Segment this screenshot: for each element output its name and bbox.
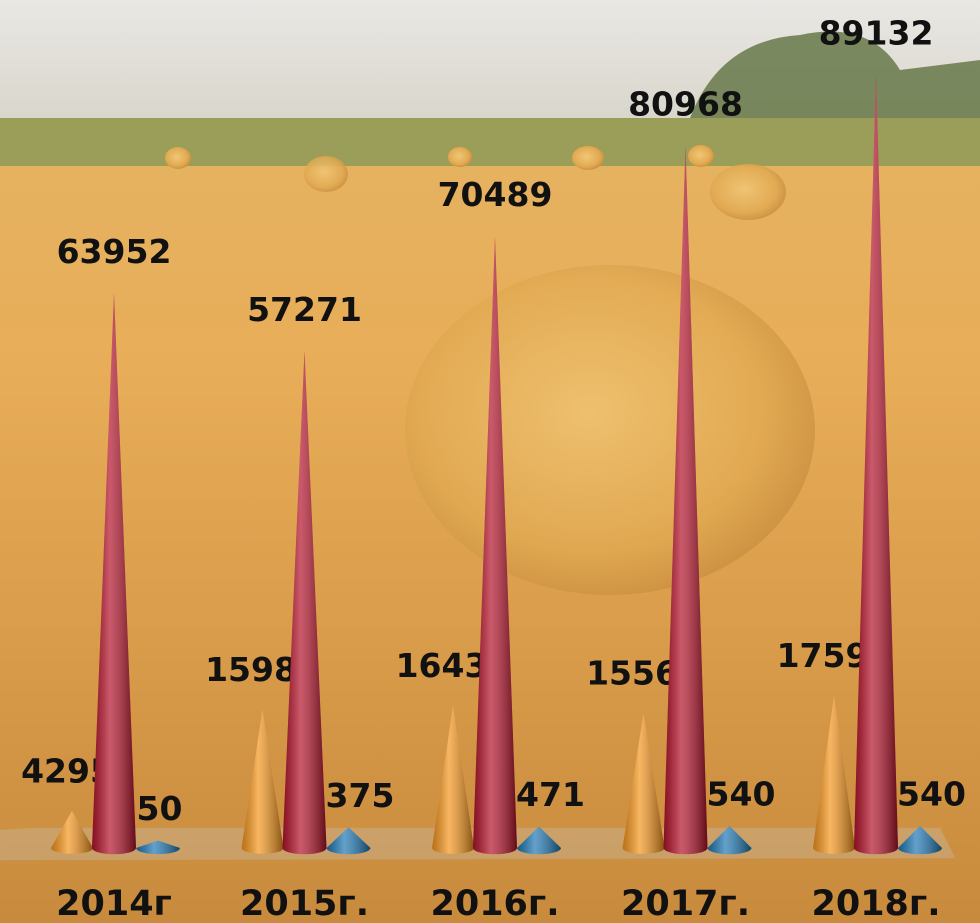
x-tick-label: 2015г. xyxy=(240,884,369,923)
page: {"chart_data": {"type": "cone", "categor… xyxy=(0,0,980,923)
x-tick-label: 2016г. xyxy=(431,884,560,923)
data-label: 89132 xyxy=(819,14,934,53)
x-tick-label: 2018г. xyxy=(812,884,941,923)
chart: 2014г4295850639522015г.15984237557271201… xyxy=(0,0,980,923)
x-tick-label: 2017г. xyxy=(621,884,750,923)
data-label: 80968 xyxy=(628,84,743,123)
data-label: 57271 xyxy=(247,290,362,329)
data-label: 63952 xyxy=(57,232,172,271)
data-label: 70489 xyxy=(438,175,553,214)
x-tick-label: 2014г xyxy=(56,884,172,923)
